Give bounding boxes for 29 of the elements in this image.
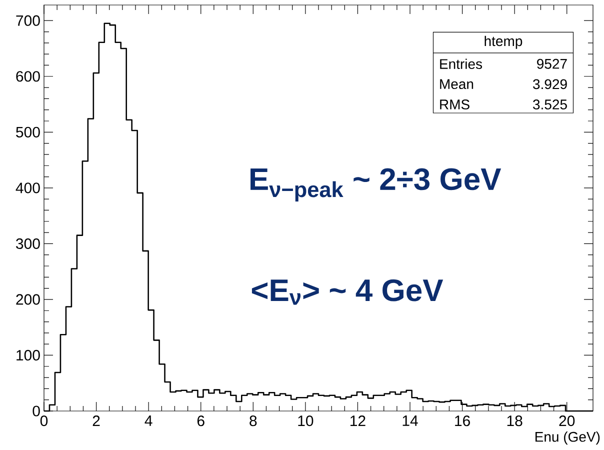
x-axis-title: Enu (GeV) <box>536 432 600 445</box>
annotation: <E$_{ν}$> ~ 4 GeV <box>252 279 444 305</box>
annotation: 3.929 <box>533 79 567 90</box>
y-tick-label: 300 <box>16 238 40 249</box>
annotation: htemp <box>484 36 522 49</box>
x-tick-label: 4 <box>144 416 152 426</box>
y-tick-label: 0 <box>32 406 40 416</box>
y-tick-label: 500 <box>16 126 40 138</box>
x-tick-label: 12 <box>350 416 366 426</box>
x-tick-label: 14 <box>402 416 418 426</box>
x-tick-label: 0 <box>40 416 48 426</box>
x-tick-label: 18 <box>507 416 522 426</box>
x-tick-label: 6 <box>197 416 204 426</box>
annotation: 9527 <box>537 58 567 69</box>
x-tick-label: 16 <box>455 416 470 426</box>
annotation: RMS <box>440 100 470 110</box>
x-tick-label: 20 <box>559 416 575 426</box>
y-tick-label: 600 <box>16 71 40 82</box>
annotation: E$_{ν−peak}$ ~ 2÷3 GeV <box>250 168 502 202</box>
y-tick-label: 700 <box>16 15 40 26</box>
annotation: Entries <box>440 58 482 70</box>
y-tick-label: 200 <box>16 294 40 305</box>
annotation: Mean <box>440 79 474 90</box>
y-tick-label: 100 <box>16 350 40 361</box>
x-tick-label: 8 <box>250 416 257 426</box>
y-tick-label: 400 <box>16 182 40 194</box>
x-tick-label: 10 <box>298 416 314 426</box>
x-tick-label: 2 <box>92 416 100 426</box>
annotation: 3.525 <box>533 100 567 110</box>
